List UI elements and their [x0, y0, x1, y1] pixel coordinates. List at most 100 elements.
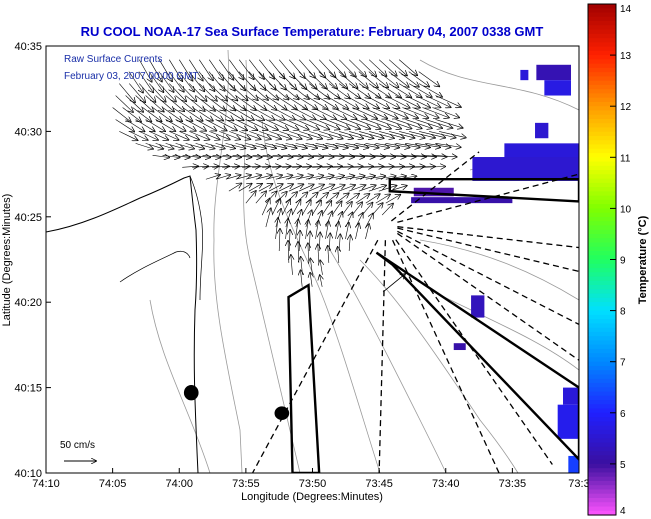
colorbar-step-59	[588, 255, 616, 261]
current-vector-8-6	[212, 155, 231, 157]
current-vector-7-26	[395, 143, 419, 147]
colorbar-step-2	[588, 12, 616, 18]
bay-inlet	[119, 250, 191, 283]
colorbar-step-4	[588, 21, 616, 26]
current-vector-5-18	[295, 119, 319, 129]
current-vector-14-0	[265, 208, 271, 228]
colorbar-step-39	[588, 170, 616, 175]
current-vector-11-15	[378, 186, 397, 192]
current-vector-7-20	[335, 143, 358, 147]
current-vector-10-4	[245, 175, 261, 180]
current-vector-8-27	[422, 155, 446, 157]
sst-patch-0	[520, 69, 529, 81]
new-jersey-coastline	[46, 175, 199, 473]
colorbar-step-88	[588, 378, 616, 384]
current-vector-6-15	[269, 131, 291, 139]
colorbar-step-108	[588, 463, 616, 469]
current-vector-1-17	[298, 71, 317, 89]
colorbar-step-6	[588, 29, 616, 35]
current-vector-11-7	[298, 184, 314, 192]
current-vector-1-26	[388, 71, 409, 87]
current-vector-3-20	[315, 95, 338, 109]
colorbar-step-3	[588, 16, 616, 22]
current-vector-7-6	[195, 143, 215, 148]
colorbar-step-51	[588, 221, 616, 227]
current-vector-2-28	[398, 83, 421, 98]
colorbar-step-76	[588, 327, 616, 333]
current-vector-2-11	[229, 83, 247, 101]
current-vector-2-13	[249, 83, 268, 100]
current-vector-6-2	[139, 131, 158, 140]
colorbar-step-22	[588, 97, 616, 103]
sst-patch-2	[544, 80, 572, 96]
colorbar-ticks: 14 13 12 11 10 9 8 7 6 5 4	[610, 3, 632, 517]
current-vector-5-0	[115, 119, 135, 131]
current-vector-5-19	[305, 119, 330, 129]
colorbar-step-86	[588, 370, 616, 376]
colorbar-step-67	[588, 289, 616, 295]
current-vector-13-4	[301, 200, 311, 216]
current-vector-11-1	[238, 184, 252, 192]
current-vector-13-11	[371, 203, 383, 216]
current-vector-6-6	[179, 131, 199, 139]
current-vector-4-27	[382, 107, 407, 118]
current-vector-11-12	[348, 185, 366, 192]
current-vector-4-19	[302, 107, 326, 119]
current-vector-0-6	[198, 59, 213, 81]
colorbar-step-79	[588, 340, 616, 346]
current-vector-9-4	[222, 166, 239, 167]
current-vector-6-5	[169, 131, 188, 139]
current-vector-5-25	[365, 119, 390, 128]
current-vector-4-7	[182, 107, 203, 120]
current-vector-7-23	[365, 143, 388, 147]
colorbar-step-56	[588, 242, 616, 248]
current-vector-1-20	[328, 71, 347, 89]
current-vector-8-5	[202, 155, 221, 157]
current-vector-2-14	[259, 83, 278, 100]
current-vector-7-15	[285, 143, 307, 148]
sst-patch-12	[557, 404, 579, 439]
current-vector-7-25	[385, 143, 409, 147]
colorbar-step-102	[588, 438, 616, 444]
x-tick-label-5: 73:45	[365, 478, 393, 490]
current-vector-8-21	[362, 155, 384, 157]
sst-data-layer	[411, 64, 579, 473]
y-tick-label-2: 40:25	[14, 212, 42, 224]
current-vector-4-22	[332, 107, 356, 118]
current-vector-12-0	[245, 191, 256, 204]
colorbar-step-1	[588, 8, 616, 14]
coverage-ray-0	[390, 151, 480, 222]
colorbar-step-68	[588, 293, 616, 299]
current-vector-13-7	[331, 201, 341, 216]
colorbar-step-92	[588, 395, 616, 401]
current-vector-4-29	[402, 107, 428, 117]
current-vector-5-26	[375, 119, 401, 128]
current-vector-9-12	[302, 166, 321, 167]
current-vector-6-20	[319, 131, 342, 138]
colorbar-step-65	[588, 280, 616, 286]
current-vector-1-5	[178, 71, 194, 92]
colorbar-step-21	[588, 93, 616, 99]
inset-line-2: February 03, 2007 00:00 GMT	[64, 71, 199, 82]
current-vector-15-6	[335, 222, 338, 240]
current-vector-13-2	[281, 199, 290, 216]
current-vector-0-21	[348, 59, 366, 77]
current-vector-4-30	[412, 107, 438, 117]
y-axis-label: Latitude (Degrees:Minutes)	[1, 194, 13, 327]
current-vector-6-21	[329, 131, 353, 138]
colorbar-step-38	[588, 165, 616, 171]
x-tick-label-0: 74:10	[32, 478, 60, 490]
current-vector-9-1	[192, 166, 208, 167]
current-vector-4-3	[142, 107, 162, 121]
colorbar-step-85	[588, 365, 616, 371]
sst-patch-1	[536, 64, 572, 81]
colorbar-step-19	[588, 84, 616, 90]
current-vector-5-16	[275, 119, 299, 129]
colorbar-step-99	[588, 425, 616, 431]
current-vector-0-22	[358, 59, 376, 77]
current-vector-16-7	[349, 235, 350, 251]
colorbar-step-57	[588, 246, 616, 252]
current-vector-7-5	[185, 143, 205, 148]
colorbar-step-104	[588, 446, 616, 452]
